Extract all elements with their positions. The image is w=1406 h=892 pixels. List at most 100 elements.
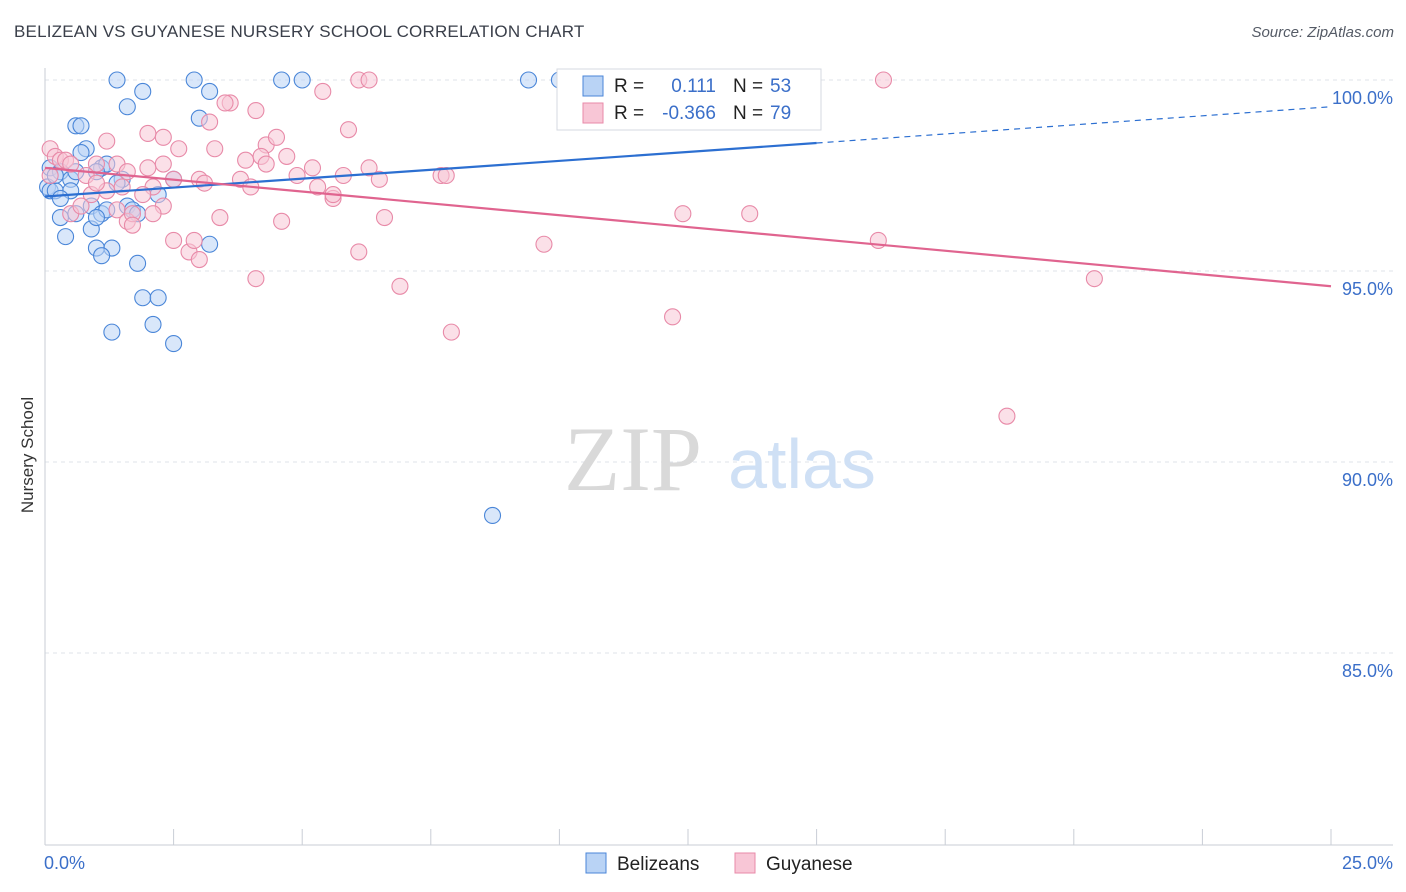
legend-n-value: 79 — [770, 103, 791, 124]
guyanese-point — [437, 166, 455, 185]
belizean-point — [51, 189, 69, 207]
belizean-trend-extension — [816, 106, 1332, 144]
chart-title: BELIZEAN VS GUYANESE NURSERY SCHOOL CORR… — [14, 22, 585, 41]
belizean-trend-line — [44, 141, 817, 198]
guyanese-point — [185, 231, 203, 249]
guyanese-point — [375, 208, 394, 227]
guyanese-trend-line — [44, 166, 1332, 288]
belizean-point — [519, 71, 538, 89]
guyanese-point — [139, 159, 157, 177]
y-tick-label: 100.0% — [1332, 88, 1393, 108]
guyanese-point — [87, 174, 105, 192]
guyanese-point — [360, 159, 378, 177]
belizean-point — [87, 208, 105, 227]
legend-box: R = 0.111 N = 53 R = -0.366 N = 79 — [556, 68, 822, 131]
guyanese-point — [154, 128, 172, 146]
legend-swatch-blue — [582, 75, 604, 97]
guyanese-point — [98, 132, 116, 150]
bottom-legend: Belizeans Guyanese — [585, 852, 853, 875]
legend-swatch-pink — [582, 102, 604, 124]
guyanese-point — [674, 205, 692, 223]
guyanese-point — [360, 71, 378, 89]
belizean-point — [144, 315, 162, 334]
legend-r-label: R = — [614, 76, 644, 97]
x-tick-label: 0.0% — [44, 853, 85, 873]
guyanese-point — [206, 140, 224, 158]
guyanese-point — [216, 94, 234, 112]
legend-n-value: 53 — [770, 76, 791, 97]
belizean-point — [57, 228, 75, 246]
bottom-legend-label-belizeans: Belizeans — [617, 854, 699, 875]
belizean-point — [108, 71, 126, 89]
belizean-point — [134, 289, 152, 307]
guyanese-point — [288, 166, 306, 185]
y-tick-label: 95.0% — [1342, 279, 1393, 299]
trend-layer — [44, 106, 1332, 288]
guyanese-point — [201, 113, 219, 131]
guyanese-point — [267, 128, 286, 146]
guyanese-point — [62, 155, 80, 173]
guyanese-point — [350, 243, 368, 261]
belizean-point — [201, 82, 219, 101]
guyanese-point — [257, 155, 275, 173]
watermark-zip: ZIP — [564, 408, 702, 510]
x-tick-label: 25.0% — [1342, 853, 1393, 873]
guyanese-point — [303, 159, 322, 177]
guyanese-point — [1085, 270, 1103, 288]
bottom-legend-swatch-belizeans — [585, 852, 607, 874]
y-tick-label: 90.0% — [1342, 470, 1393, 490]
guyanese-point — [247, 102, 265, 120]
guyanese-point — [170, 140, 188, 158]
belizean-point — [93, 247, 111, 265]
legend-n-label: N = — [733, 103, 763, 124]
guyanese-point — [211, 208, 229, 227]
legend-r-value: 0.111 — [671, 76, 716, 97]
y-tick-label: 85.0% — [1342, 661, 1393, 681]
guyanese-point — [370, 170, 388, 188]
guyanese-point — [664, 308, 682, 326]
belizean-point — [201, 235, 219, 253]
guyanese-point — [190, 250, 208, 269]
guyanese-point — [339, 121, 358, 139]
guyanese-point — [72, 197, 90, 215]
axis-layer: 100.0% 95.0% 90.0% 85.0% 0.0% 25.0% — [44, 68, 1393, 873]
guyanese-point — [118, 163, 136, 181]
guyanese-point — [314, 82, 332, 101]
guyanese-point — [273, 212, 291, 230]
watermark-atlas: atlas — [728, 425, 876, 503]
guyanese-point — [535, 235, 553, 253]
guyanese-point — [741, 205, 759, 223]
belizean-point — [149, 289, 167, 307]
guyanese-point — [278, 147, 296, 165]
belizean-point — [103, 323, 121, 341]
belizean-point — [483, 506, 502, 525]
source-label: Source: ZipAtlas.com — [1251, 24, 1394, 41]
guyanese-point — [874, 71, 893, 89]
guyanese-point — [309, 178, 327, 196]
guyanese-point — [144, 205, 162, 223]
guyanese-point — [139, 124, 157, 143]
belizean-point — [72, 117, 90, 135]
belizean-point — [72, 144, 90, 162]
belizean-point — [185, 71, 203, 89]
belizean-point — [165, 335, 183, 353]
belizean-point — [273, 71, 291, 89]
guyanese-point — [237, 151, 255, 169]
bottom-legend-label-guyanese: Guyanese — [766, 854, 853, 875]
guyanese-point — [123, 216, 141, 234]
belizean-point — [118, 98, 136, 116]
guyanese-point — [998, 407, 1016, 425]
legend-r-label: R = — [614, 103, 644, 124]
guyanese-point — [247, 270, 265, 288]
guyanese-point — [165, 231, 183, 249]
guyanese-point — [391, 277, 409, 295]
guyanese-point — [154, 155, 172, 173]
legend-n-label: N = — [733, 76, 763, 97]
guyanese-point — [442, 323, 460, 341]
belizean-point — [293, 71, 311, 89]
y-axis-label: Nursery School — [18, 397, 37, 513]
belizean-point — [129, 254, 147, 272]
bottom-legend-swatch-guyanese — [734, 852, 756, 874]
points-layer — [39, 71, 1103, 525]
